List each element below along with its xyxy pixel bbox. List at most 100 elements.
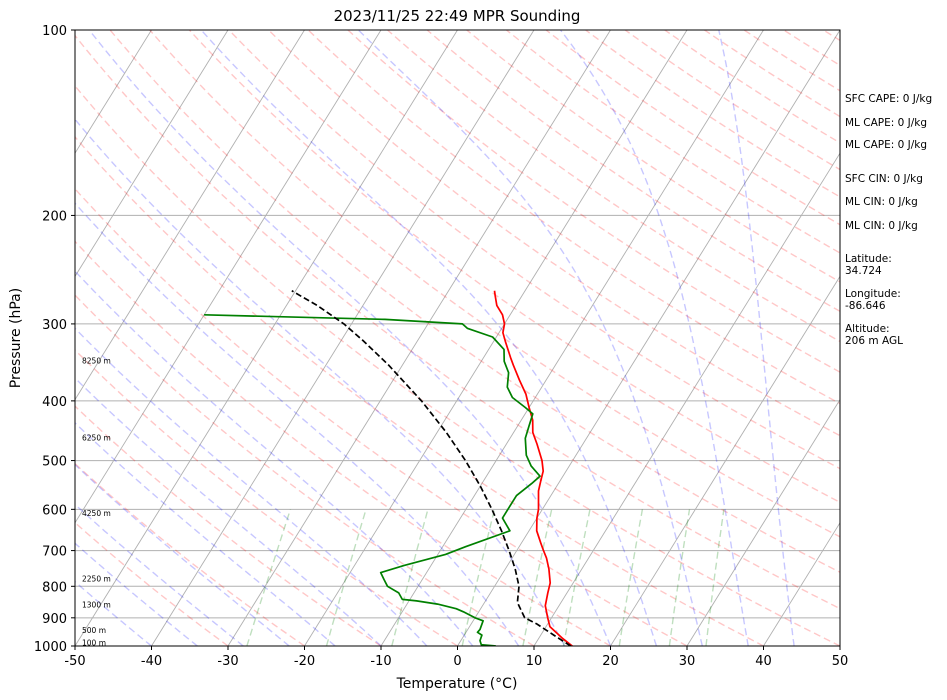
- isotherm-line: [533, 152, 840, 646]
- moist-adiabat-line: [718, 30, 795, 646]
- isotherm-line: [686, 398, 840, 646]
- height-labels: 100 m 500 m 1300 m 2250 m 4250 m 6250 m 8250 m: [82, 356, 111, 647]
- height-label: 500 m: [82, 626, 106, 635]
- longitude-value: -86.646: [845, 300, 886, 312]
- moist-adiabat-line: [75, 202, 520, 646]
- moist-adiabat-line: [75, 118, 566, 646]
- parcel-line: [291, 289, 572, 646]
- height-label: 6250 m: [82, 433, 111, 442]
- ml-cin-text-2: ML CIN: 0 J/kg: [845, 220, 918, 232]
- dry-adiabat-line: [75, 462, 305, 646]
- dry-adiabat-line: [347, 30, 840, 373]
- y-tick-label: 800: [42, 580, 67, 595]
- isotherm-line: [75, 30, 382, 524]
- y-tick-label: 600: [42, 503, 67, 518]
- dry-adiabat-line: [75, 84, 840, 646]
- ml-cape-text-2: ML CAPE: 0 J/kg: [845, 139, 927, 151]
- y-tick-label: 200: [42, 209, 67, 224]
- x-tick-label: 50: [832, 654, 849, 669]
- dry-adiabat-line: [228, 30, 840, 470]
- latitude-value: 34.724: [845, 265, 882, 277]
- x-tick-label: 30: [679, 654, 696, 669]
- height-label: 100 m: [82, 638, 106, 647]
- mixing-ratio-line: [391, 509, 429, 646]
- moist-adiabat-line: [75, 421, 336, 646]
- moist-adiabat-line: [75, 463, 290, 646]
- ml-cin-text: ML CIN: 0 J/kg: [845, 196, 918, 208]
- isotherm-line: [151, 30, 535, 646]
- dry-adiabat-line: [466, 30, 840, 283]
- y-axis: 1000 900 800 700 600 500 400 300 200 100: [34, 24, 75, 655]
- dewpoint-line: [204, 313, 541, 646]
- altitude-value: 206 m AGL: [845, 335, 903, 347]
- x-tick-label: -10: [370, 654, 391, 669]
- y-tick-label: 400: [42, 395, 67, 410]
- dry-adiabat-line: [75, 187, 688, 646]
- latitude-label: Latitude:: [845, 253, 892, 265]
- mixing-ratio-line: [668, 509, 691, 646]
- sfc-cin-text: SFC CIN: 0 J/kg: [845, 173, 923, 185]
- dry-adiabat-line: [149, 30, 840, 538]
- dry-adiabat-line: [188, 30, 840, 504]
- x-tick-label: -50: [64, 654, 85, 669]
- moist-adiabat-line: [75, 580, 152, 646]
- mixing-ratio-line: [562, 509, 591, 646]
- isotherm-line: [75, 30, 305, 401]
- moist-adiabat-line: [75, 542, 198, 646]
- moist-adiabat-line: [75, 270, 474, 646]
- x-tick-label: 20: [602, 654, 619, 669]
- mixing-ratio-line: [705, 509, 725, 646]
- background-lines: [75, 30, 840, 646]
- isotherm-line: [457, 30, 840, 646]
- moist-adiabat-line: [88, 30, 612, 646]
- dry-adiabat-line: [545, 30, 840, 226]
- mixing-ratio-line: [461, 509, 496, 646]
- isotherm-line: [610, 275, 840, 646]
- x-tick-label: -40: [141, 654, 162, 669]
- longitude-label: Longitude:: [845, 288, 901, 300]
- moist-adiabat-line: [75, 327, 428, 646]
- isotherm-line: [763, 521, 840, 646]
- moist-adiabat-line: [559, 30, 749, 646]
- chart-title: 2023/11/25 22:49 MPR Sounding: [334, 7, 581, 25]
- isotherm-line: [227, 30, 611, 646]
- x-axis: -50 -40 -30 -20 -10 0 10 20 30 40 50: [64, 646, 848, 669]
- dry-adiabat-line: [109, 30, 840, 574]
- dry-adiabat-line: [585, 30, 840, 198]
- data-lines: [204, 289, 573, 646]
- y-tick-label: 100: [42, 24, 67, 39]
- dry-adiabat-line: [75, 240, 611, 646]
- isotherm-line: [380, 30, 764, 646]
- isotherm-line: [75, 30, 229, 278]
- moist-adiabat-line: [75, 377, 382, 646]
- dry-adiabat-line: [75, 294, 535, 646]
- y-tick-label: 700: [42, 545, 67, 560]
- isotherm-line: [304, 30, 688, 646]
- x-tick-label: 40: [755, 654, 772, 669]
- dry-adiabat-line: [307, 30, 840, 405]
- height-label: 2250 m: [82, 575, 111, 584]
- altitude-label: Altitude:: [845, 323, 890, 335]
- height-label: 1300 m: [82, 601, 111, 610]
- sounding-stats: SFC CAPE: 0 J/kg ML CAPE: 0 J/kg ML CAPE…: [845, 93, 932, 347]
- x-tick-label: 10: [526, 654, 543, 669]
- moist-adiabat-line: [357, 30, 703, 646]
- x-tick-label: -20: [294, 654, 315, 669]
- dry-adiabat-line: [268, 30, 840, 437]
- y-tick-label: 500: [42, 455, 67, 470]
- mixing-ratio-line: [522, 509, 553, 646]
- x-tick-label: 0: [453, 654, 461, 669]
- mixing-ratio-line: [618, 509, 644, 646]
- dry-adiabat-line: [426, 30, 840, 313]
- dry-adiabat-line: [75, 135, 764, 646]
- temperature-line: [493, 290, 573, 646]
- moist-adiabat-line: [75, 503, 244, 646]
- x-axis-title: Temperature (°C): [396, 676, 518, 692]
- mixing-ratio-line: [246, 509, 292, 646]
- dry-adiabat-line: [75, 34, 840, 610]
- isotherm-line: [75, 30, 152, 155]
- dry-adiabat-line: [387, 30, 840, 343]
- dry-adiabat-line: [75, 405, 382, 646]
- sfc-cape-text: SFC CAPE: 0 J/kg: [845, 93, 932, 105]
